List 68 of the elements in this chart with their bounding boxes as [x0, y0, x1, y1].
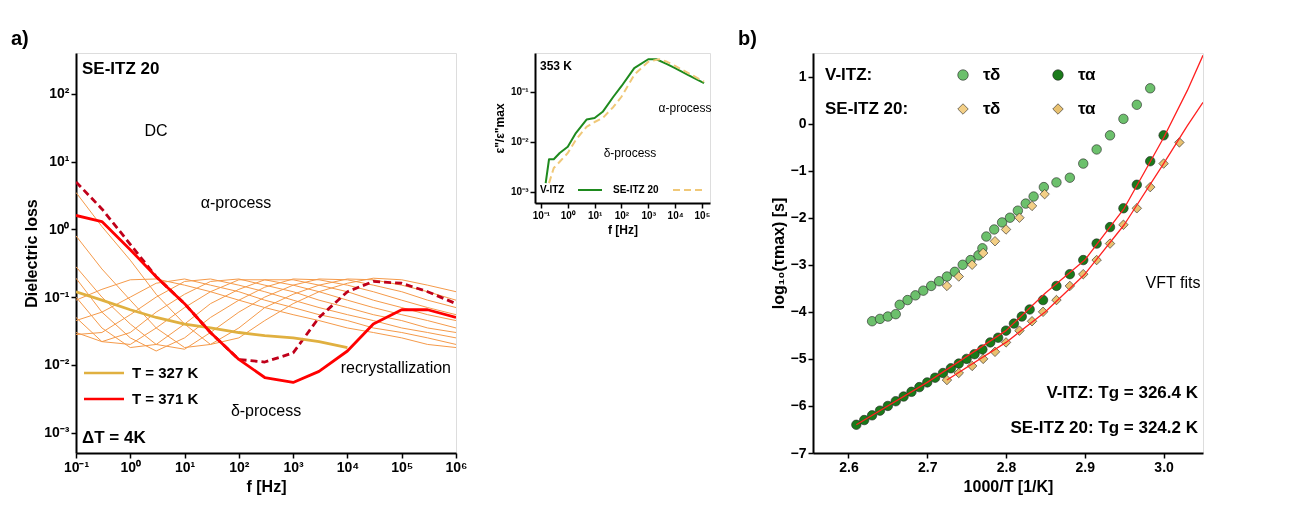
- y-tick-label: 10⁻²: [44, 356, 70, 373]
- annotation: V-ITZ:: [825, 65, 873, 84]
- x-tick-label: 10²: [614, 209, 630, 221]
- annotation: α-process: [658, 101, 712, 115]
- x-tick-label: 10¹: [174, 458, 196, 475]
- x-tick-label: 10⁵: [694, 209, 711, 221]
- annotation: DC: [144, 122, 168, 139]
- x-tick-label: 2.8: [996, 458, 1017, 475]
- y-axis-title: log₁₀(τmax) [s]: [769, 197, 787, 310]
- legend-label: V-ITZ: [540, 184, 565, 195]
- text: a): [11, 27, 29, 49]
- x-tick-label: 10³: [283, 458, 305, 475]
- y-tick-label: −4: [790, 303, 807, 320]
- y-tick-label: 10⁻¹: [511, 86, 530, 98]
- y-tick-label: 1: [798, 68, 807, 85]
- y-tick-label: 10⁻²: [511, 136, 530, 148]
- annotation: recrystallization: [340, 359, 451, 376]
- y-tick-label: −3: [790, 256, 807, 273]
- annotation: V-ITZ: Tg = 326.4 K: [1046, 383, 1199, 402]
- x-tick-label: 10⁰: [120, 458, 142, 475]
- x-axis-title: f [Hz]: [246, 477, 287, 495]
- x-tick-label: 2.7: [918, 458, 938, 475]
- legend-label: τδ: [983, 99, 1001, 118]
- x-axis-title: 1000/T [1/K]: [963, 477, 1054, 495]
- y-tick-label: 10⁻¹: [44, 288, 70, 305]
- text: b): [738, 27, 757, 49]
- x-tick-label: 2.9: [1075, 458, 1096, 475]
- x-tick-label: 10³: [641, 209, 657, 221]
- y-tick-label: −7: [790, 444, 807, 461]
- y-tick-label: −5: [790, 350, 807, 367]
- y-tick-label: 10⁻³: [511, 186, 530, 198]
- x-tick-label: 10⁻¹: [532, 209, 551, 221]
- x-tick-label: 10⁵: [391, 458, 414, 475]
- x-tick-label: 10⁻¹: [63, 458, 90, 475]
- annotation: α-process: [200, 194, 272, 211]
- legend-label: SE-ITZ 20: [613, 184, 659, 195]
- y-tick-label: 10⁻³: [44, 424, 70, 441]
- y-tick-label: −1: [790, 162, 807, 179]
- x-tick-label: 10⁰: [560, 209, 576, 221]
- y-tick-label: −6: [790, 397, 807, 414]
- annotation: SE-ITZ 20:: [825, 99, 909, 118]
- y-axis-title: Dielectric loss: [23, 199, 41, 308]
- x-tick-label: 10⁴: [667, 209, 684, 221]
- x-tick-label: 3.0: [1154, 458, 1175, 475]
- y-tick-label: 10¹: [49, 153, 70, 170]
- y-axis-title: ε"/ε"max: [493, 103, 508, 154]
- x-tick-label: 10⁴: [336, 458, 360, 475]
- x-axis-title: f [Hz]: [608, 222, 638, 237]
- x-tick-label: 10²: [229, 458, 250, 475]
- legend-label: τδ: [983, 65, 1001, 84]
- y-tick-label: 10⁰: [48, 220, 70, 237]
- annotation: VFT fits: [1145, 274, 1201, 291]
- x-tick-label: 10⁶: [445, 458, 468, 475]
- annotation: SE-ITZ 20: [82, 59, 160, 78]
- y-tick-label: 10²: [49, 85, 70, 102]
- annotation: SE-ITZ 20: Tg = 324.2 K: [1010, 418, 1199, 437]
- legend-label: T = 327 K: [132, 364, 199, 381]
- legend-label: τα: [1078, 99, 1097, 118]
- annotation: δ-process: [603, 146, 657, 160]
- annotation: ΔT = 4K: [82, 428, 147, 447]
- x-tick-label: 2.6: [839, 458, 859, 475]
- annotation: δ-process: [230, 402, 302, 419]
- legend-label: T = 371 K: [132, 390, 199, 407]
- y-tick-label: −2: [790, 209, 807, 226]
- y-tick-label: 0: [798, 115, 807, 132]
- legend-label: τα: [1078, 65, 1097, 84]
- x-tick-label: 10¹: [587, 209, 604, 221]
- annotation: 353 K: [540, 59, 573, 73]
